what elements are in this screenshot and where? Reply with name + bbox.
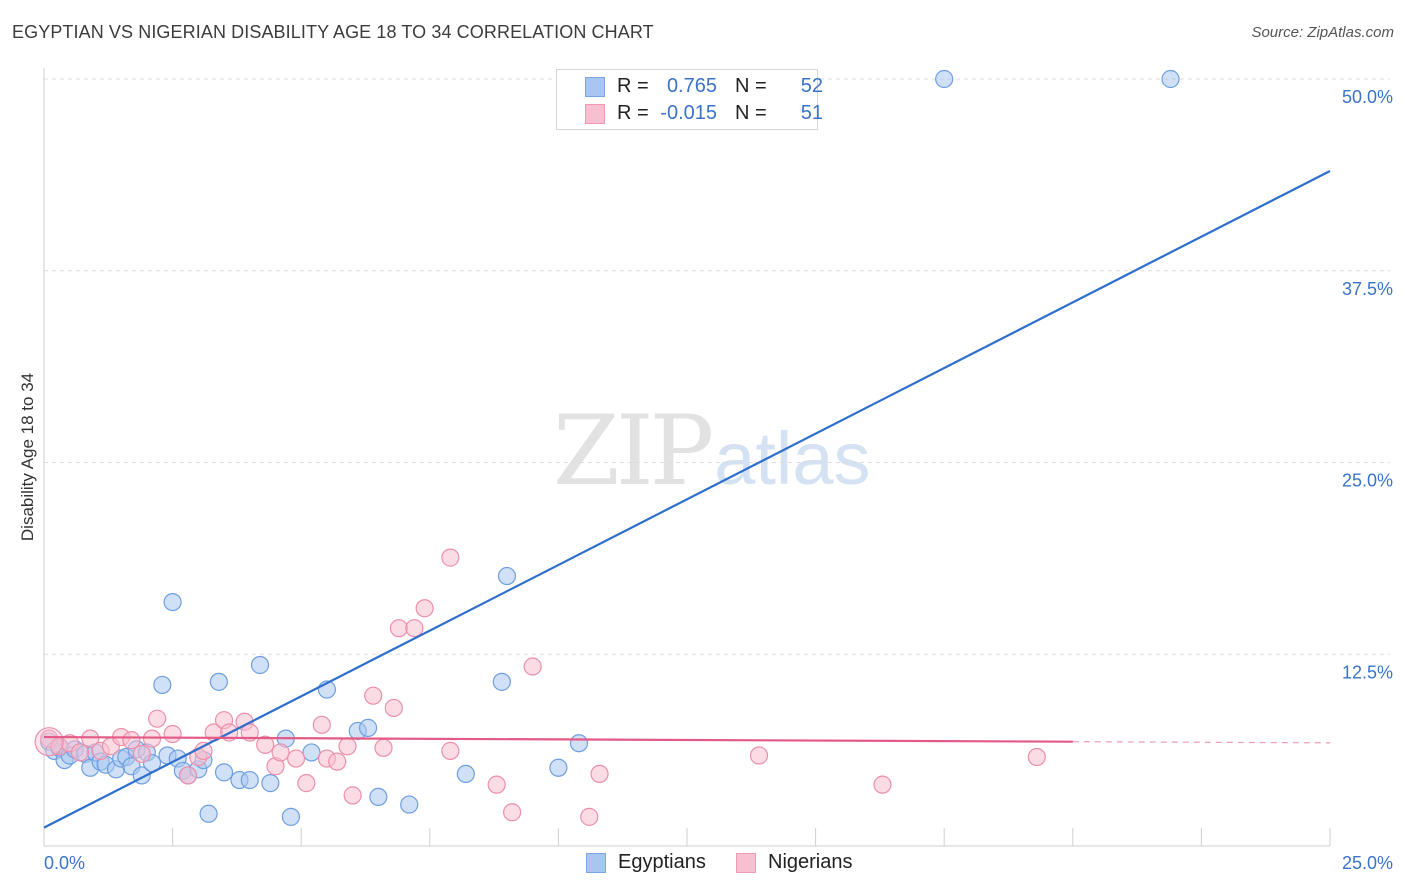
egyptians-label: Egyptians (618, 851, 706, 873)
egyptians-point (492, 672, 511, 691)
nigerians-point (312, 715, 331, 734)
nigerians-point (34, 727, 64, 757)
nigerians-point (271, 743, 290, 762)
egyptians-point (369, 787, 388, 807)
scatter-points (34, 69, 1180, 826)
y-tick-label: 12.5% (1342, 662, 1393, 682)
egyptians-point (549, 758, 568, 777)
nigerians-point (122, 731, 141, 750)
egyptians-point (261, 774, 280, 793)
nigerians-point (590, 764, 609, 784)
y-axis-title: Disability Age 18 to 34 (18, 373, 37, 541)
nigerians-swatch (736, 853, 756, 873)
grid-lines (44, 78, 1390, 655)
nigerians-point (81, 729, 100, 748)
nigerians-point (441, 548, 460, 567)
nigerians-point (132, 744, 151, 764)
legend-swatch-egyptians (585, 77, 605, 97)
nigerians-trend-extension (1072, 741, 1331, 744)
nigerians-point (1027, 747, 1046, 767)
egyptians-point (569, 734, 589, 753)
egyptians-point (497, 566, 517, 586)
egyptians-point (153, 675, 172, 695)
nigerians-point (873, 775, 892, 794)
egyptians-point (1161, 69, 1180, 89)
nigerians-point (148, 709, 167, 728)
legend-r-label: R = (617, 102, 649, 124)
axes (43, 68, 1331, 847)
egyptians-point (400, 795, 419, 814)
nigerians-point (384, 698, 403, 718)
egyptians-point (456, 764, 475, 784)
nigerians-point (389, 619, 409, 638)
egyptians-swatch (586, 853, 606, 873)
nigerians-point (256, 735, 275, 754)
egyptians-point (240, 770, 259, 790)
legend-r-value: 0.765 (666, 75, 717, 97)
legend-n-label: N = (735, 102, 767, 124)
correlation-legend: R = 0.765 N = 52 R = -0.015 N = 51 (556, 69, 823, 130)
legend-r-value: -0.015 (660, 102, 717, 124)
y-tick-label: 25.0% (1342, 471, 1393, 491)
chart-title: EGYPTIAN VS NIGERIAN DISABILITY AGE 18 T… (12, 22, 654, 42)
egyptians-point (209, 672, 228, 691)
legend-n-value: 52 (800, 75, 823, 97)
nigerians-point (194, 741, 213, 760)
nigerians-point (328, 752, 347, 771)
egyptians-point (163, 592, 182, 612)
nigerians-point (749, 746, 769, 765)
egyptians-point (214, 763, 234, 782)
nigerians-point (338, 737, 357, 756)
nigerians-point (70, 743, 90, 762)
legend-n-value: 51 (800, 102, 823, 124)
egyptians-point (199, 804, 218, 823)
egyptians-point (250, 655, 270, 675)
nigerians-point (163, 724, 182, 744)
nigerians-point (487, 775, 506, 794)
egyptians-point (281, 807, 301, 826)
nigerians-point (364, 686, 383, 705)
egyptians-point (302, 743, 321, 762)
legend-n-label: N = (735, 75, 767, 97)
nigerians-point (523, 657, 542, 676)
nigerians-point (441, 741, 460, 760)
source-label[interactable]: Source: ZipAtlas.com (1251, 24, 1394, 41)
nigerians-label: Nigerians (768, 851, 853, 873)
nigerians-point (240, 723, 259, 742)
x-tick-label: 0.0% (44, 853, 85, 873)
egyptians-trend-line (43, 170, 1331, 829)
y-tick-label: 50.0% (1342, 87, 1393, 107)
legend-r-label: R = (617, 75, 649, 97)
legend-swatch-nigerians (585, 104, 605, 124)
nigerians-point (286, 749, 306, 768)
egyptians-point (358, 718, 378, 737)
nigerians-point (297, 774, 316, 793)
nigerians-point (374, 738, 393, 757)
nigerians-point (178, 766, 198, 785)
tick-labels: 12.5% 25.0% 37.5% 50.0% 0.0% 25.0% Disability … (18, 87, 1393, 873)
nigerians-point (405, 619, 424, 638)
nigerians-point (343, 786, 362, 805)
y-tick-label: 37.5% (1342, 279, 1393, 299)
nigerians-trend-line (43, 735, 1073, 743)
nigerians-point (580, 807, 599, 826)
x-tick-label: 25.0% (1342, 853, 1393, 873)
nigerians-point (503, 803, 522, 822)
egyptians-point (935, 69, 954, 89)
nigerians-point (415, 599, 434, 618)
trend-lines (43, 170, 1331, 829)
